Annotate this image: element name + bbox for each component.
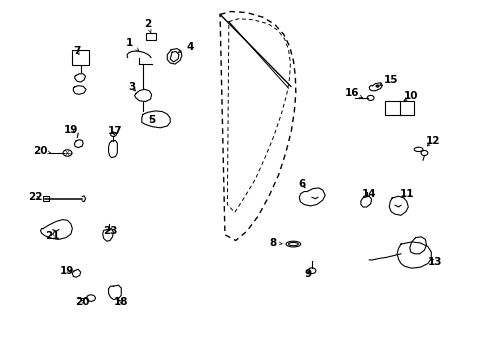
Text: 8: 8 [268, 238, 282, 248]
Text: 20: 20 [33, 146, 50, 156]
Text: 14: 14 [361, 189, 376, 199]
Text: 22: 22 [28, 192, 42, 202]
Text: 17: 17 [107, 126, 122, 136]
Text: 12: 12 [425, 136, 439, 146]
Bar [145, 33, 156, 40]
Text: 10: 10 [403, 91, 417, 102]
Bar [43, 196, 49, 201]
Text: 2: 2 [144, 19, 151, 32]
Text: 7: 7 [73, 46, 81, 56]
Text: 6: 6 [298, 179, 305, 189]
Text: 13: 13 [427, 257, 442, 267]
Text: 21: 21 [45, 231, 60, 241]
Bar [72, 50, 89, 65]
Text: 15: 15 [379, 75, 398, 85]
Text: 1: 1 [126, 38, 139, 51]
Text: 19: 19 [60, 266, 75, 276]
Text: 3: 3 [128, 82, 135, 92]
Text: 11: 11 [399, 189, 413, 199]
Text: 19: 19 [63, 125, 78, 135]
Text: 9: 9 [304, 269, 311, 279]
Text: 4: 4 [178, 42, 193, 53]
Text: 23: 23 [102, 226, 117, 236]
Text: 5: 5 [148, 114, 155, 125]
Text: 20: 20 [75, 297, 89, 307]
Bar [385, 101, 413, 115]
Text: 16: 16 [344, 88, 362, 98]
Circle shape [375, 85, 378, 87]
Text: 18: 18 [114, 297, 128, 307]
